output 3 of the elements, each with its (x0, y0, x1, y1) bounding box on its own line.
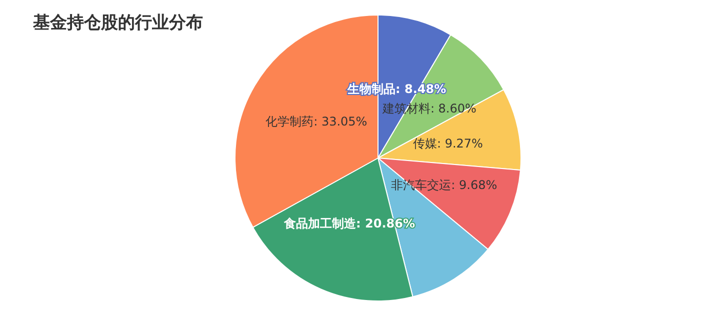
slice-label: 化学制药: 33.05% (266, 114, 368, 129)
slice-label: 传媒: 9.27% (412, 136, 483, 150)
chart-title: 基金持仓股的行业分布 (32, 13, 203, 33)
